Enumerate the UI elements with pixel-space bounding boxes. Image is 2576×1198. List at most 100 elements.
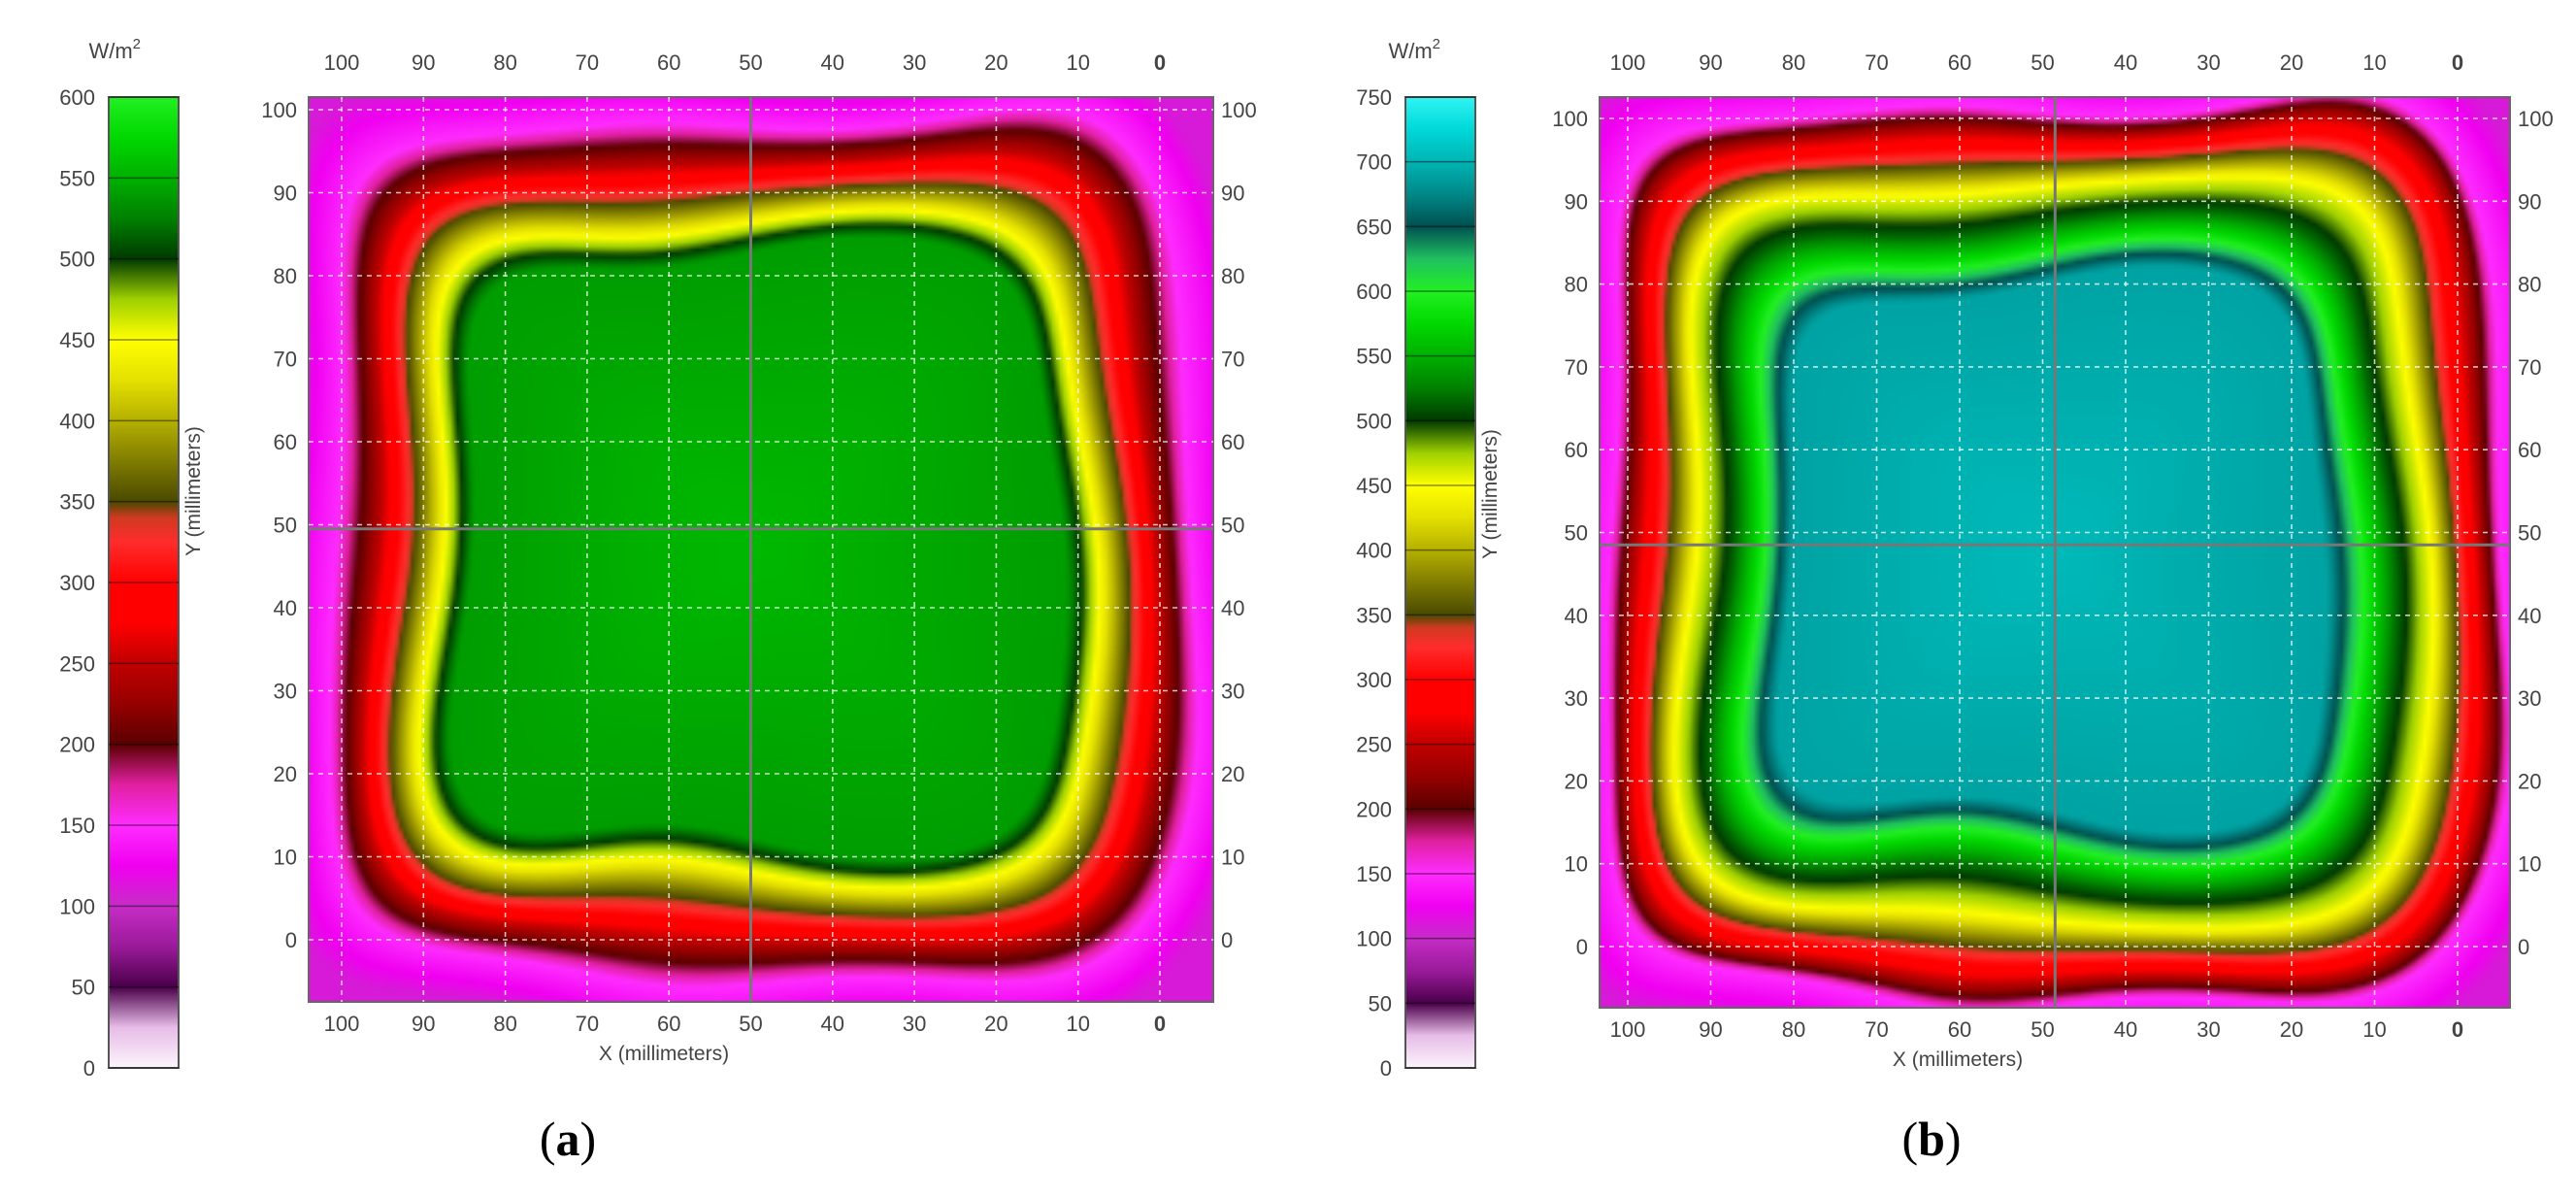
colorbar-tick-label: 450	[1356, 474, 1392, 498]
x-tick-label-top: 10	[2362, 50, 2386, 75]
colorbar-tick-label: 150	[59, 814, 95, 838]
y-tick-label-left: 80	[274, 264, 297, 288]
y-tick-label-right: 30	[1221, 680, 1244, 704]
x-tick-label-top: 50	[739, 50, 762, 75]
x-tick-label-top: 20	[984, 50, 1007, 75]
y-tick-label-right: 60	[1221, 430, 1244, 454]
y-tick-label-left: 80	[1565, 273, 1588, 297]
y-tick-label-right: 100	[2518, 107, 2554, 131]
x-tick-label-bottom: 30	[2196, 1017, 2220, 1042]
x-tick-label-top: 70	[576, 50, 599, 75]
colorbar-a: 0 50 100 150 200 250 300 350 400 450 500 550 600 W/m2	[59, 36, 180, 1081]
y-tick-label-right: 50	[2518, 521, 2541, 546]
colorbar-tick-label: 200	[59, 733, 95, 757]
y-tick-label-right: 10	[1221, 846, 1244, 870]
colorbar-tick-label: 50	[1369, 991, 1392, 1015]
x-tick-label-bottom: 80	[493, 1012, 516, 1036]
colorbar-tick-label: 250	[1356, 733, 1392, 757]
y-tick-label-right: 80	[1221, 264, 1244, 288]
y-axis-label: Y (millimeters)	[182, 426, 205, 556]
x-tick-label-bottom: 80	[1782, 1017, 1805, 1042]
y-tick-label-left: 50	[274, 514, 297, 538]
colorbar-tick-label: 450	[59, 328, 95, 352]
y-tick-label-left: 70	[274, 348, 297, 372]
colorbar-tick-label: 400	[1356, 539, 1392, 563]
x-tick-label-bottom: 70	[576, 1012, 599, 1036]
x-tick-label-bottom: 100	[1610, 1017, 1646, 1042]
x-tick-label-top: 90	[412, 50, 435, 75]
colorbar-tick-label: 250	[59, 651, 95, 676]
x-tick-label-bottom: 30	[903, 1012, 926, 1036]
y-tick-label-left: 0	[1576, 935, 1588, 959]
heatmap-b: 1001009090808070706060505040403030202010…	[1479, 50, 2554, 1071]
x-tick-label-top: 100	[324, 50, 360, 75]
y-tick-label-left: 60	[1565, 438, 1588, 462]
x-tick-label-bottom: 40	[821, 1012, 844, 1036]
y-axis-label: Y (millimeters)	[1479, 429, 1502, 559]
y-tick-label-left: 90	[1565, 189, 1588, 214]
x-tick-label-bottom: 90	[412, 1012, 435, 1036]
y-tick-label-left: 10	[1565, 852, 1588, 877]
colorbar-tick-label: 600	[1356, 280, 1392, 304]
y-tick-label-right: 40	[1221, 596, 1244, 620]
y-tick-label-left: 60	[274, 430, 297, 454]
y-tick-label-right: 80	[2518, 273, 2541, 297]
x-tick-label-bottom: 60	[657, 1012, 680, 1036]
heatmap-raster	[309, 97, 1213, 1002]
x-tick-label-top: 60	[1948, 50, 1971, 75]
colorbar-tick-label: 500	[59, 248, 95, 272]
x-tick-label-top: 100	[1610, 50, 1646, 75]
y-tick-label-left: 50	[1565, 521, 1588, 546]
colorbar-tick-label: 0	[1380, 1056, 1392, 1081]
y-tick-label-right: 90	[2518, 189, 2541, 214]
x-tick-label-top: 90	[1699, 50, 1722, 75]
y-tick-label-left: 30	[1565, 686, 1588, 711]
colorbar-gradient	[1404, 96, 1476, 1069]
y-tick-label-right: 20	[2518, 769, 2541, 793]
x-tick-label-bottom: 10	[2362, 1017, 2386, 1042]
colorbar-tick-label: 600	[59, 85, 95, 110]
x-tick-label-bottom: 70	[1865, 1017, 1888, 1042]
colorbar-tick-label: 550	[1356, 345, 1392, 369]
y-tick-label-right: 0	[1221, 928, 1233, 952]
colorbar-tick-label: 350	[59, 490, 95, 515]
y-tick-label-right: 100	[1221, 98, 1257, 122]
y-tick-label-right: 30	[2518, 686, 2541, 711]
colorbar-unit: W/m2	[1388, 36, 1440, 63]
colorbar-tick-label: 650	[1356, 215, 1392, 239]
x-tick-label-bottom: 20	[2280, 1017, 2303, 1042]
colorbar-tick-label: 100	[59, 894, 95, 918]
plot-frame	[308, 96, 1214, 1003]
colorbar-tick-label: 50	[72, 976, 95, 1000]
y-tick-label-left: 10	[274, 846, 297, 870]
x-tick-label-bottom: 100	[324, 1012, 360, 1036]
x-tick-label-top: 10	[1066, 50, 1089, 75]
y-tick-label-left: 30	[274, 680, 297, 704]
x-tick-label-top: 0	[1154, 50, 1166, 75]
panel-b: 0501001502002503003504004505005506006507…	[1356, 36, 2553, 1081]
colorbar-tick-label: 500	[1356, 409, 1392, 433]
x-tick-label-top: 30	[903, 50, 926, 75]
y-tick-label-right: 20	[1221, 762, 1244, 786]
y-tick-label-left: 40	[274, 596, 297, 620]
y-tick-label-right: 40	[2518, 604, 2541, 628]
colorbar-unit: W/m2	[88, 36, 141, 63]
colorbar-tick-label: 700	[1356, 150, 1392, 175]
x-tick-label-bottom: 10	[1066, 1012, 1089, 1036]
x-tick-label-bottom: 0	[2452, 1017, 2463, 1042]
x-tick-label-top: 0	[2452, 50, 2463, 75]
y-tick-label-left: 100	[1552, 107, 1588, 131]
y-tick-label-right: 0	[2518, 935, 2529, 959]
x-tick-label-top: 80	[1782, 50, 1805, 75]
x-tick-label-top: 50	[2031, 50, 2054, 75]
colorbar-tick-label: 750	[1356, 85, 1392, 110]
y-tick-label-right: 90	[1221, 182, 1244, 206]
x-tick-label-bottom: 20	[984, 1012, 1007, 1036]
colorbar-tick-label: 300	[1356, 668, 1392, 692]
colorbar-tick-label: 400	[59, 409, 95, 433]
panel-a: 050100150200250300350400450500550600W/m2…	[59, 36, 1256, 1081]
colorbar-b: 0 50 100 150 200 250 300 350 400 450 500 550 600 650 7…	[1356, 36, 1476, 1081]
colorbar-tick-label: 0	[83, 1056, 95, 1081]
y-tick-label-left: 100	[261, 98, 297, 122]
